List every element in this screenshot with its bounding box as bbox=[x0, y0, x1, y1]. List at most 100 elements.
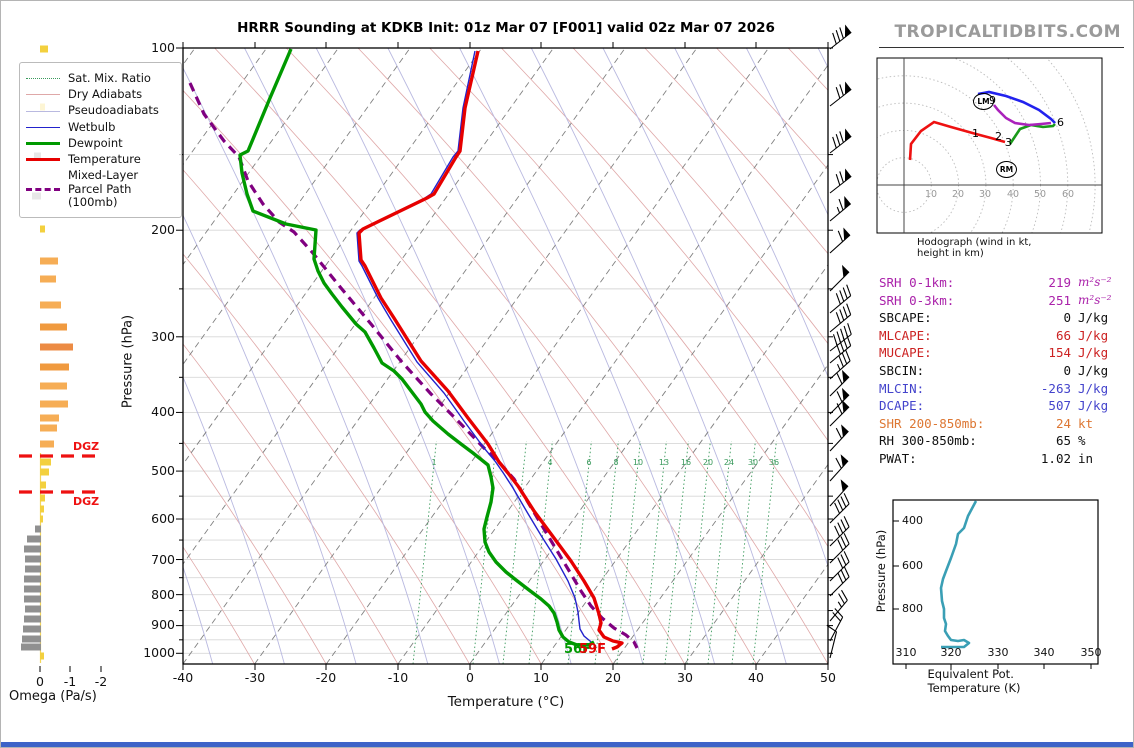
surface-dewpoint-label: 56F bbox=[564, 642, 591, 657]
dewpoint-curve bbox=[238, 48, 595, 647]
temp-tick--40: -40 bbox=[172, 670, 194, 685]
omega-tick--2: -2 bbox=[94, 674, 108, 689]
hodograph-trace-6-9km bbox=[992, 104, 1052, 127]
hodograph-ring-label-50: 50 bbox=[1033, 189, 1047, 200]
pressure-tick-300: 300 bbox=[151, 329, 175, 344]
legend-item-parcel-path: Mixed-Layer Parcel Path (100mb) bbox=[26, 169, 175, 209]
dgz-label-lower: DGZ bbox=[73, 495, 100, 508]
temp-tick-0: 0 bbox=[466, 670, 474, 685]
mixing-ratio-label-16: 16 bbox=[680, 458, 692, 467]
legend-item-sat-mix-ratio: Sat. Mix. Ratio bbox=[26, 71, 175, 85]
omega-tick-0: 0 bbox=[36, 674, 44, 689]
hodograph-height-1km: 1 bbox=[972, 127, 979, 140]
sat-mix-ratio-line-sample bbox=[26, 78, 60, 80]
hodograph-height-3km: 3 bbox=[1005, 136, 1012, 149]
brand-logo: TROPICALTIDBITS.COM bbox=[894, 22, 1121, 42]
thetae-ticks bbox=[893, 520, 1092, 669]
page-title: HRRR Sounding at KDKB Init: 01z Mar 07 [… bbox=[237, 20, 775, 36]
hodograph-frame bbox=[876, 57, 1103, 234]
temperature-line-sample bbox=[26, 158, 60, 162]
legend-item-dry-adiabats: Dry Adiabats bbox=[26, 87, 175, 101]
hodograph-caption: Hodograph (wind in kt, height in km) bbox=[917, 237, 1032, 259]
mixing-ratio-label-36: 36 bbox=[768, 458, 780, 467]
hodograph-height-6km: 6 bbox=[1057, 116, 1064, 129]
pressure-tick-100: 100 bbox=[151, 40, 175, 55]
bottom-accent-bar bbox=[1, 742, 1133, 747]
legend-item-dewpoint: Dewpoint bbox=[26, 136, 175, 150]
pressure-tick-700: 700 bbox=[151, 552, 175, 567]
index-row-srh-0-3km: SRH 0-3km: 251 m²s⁻² bbox=[879, 292, 1112, 308]
mixing-ratio-label-6: 6 bbox=[586, 458, 592, 467]
pressure-tick-800: 800 bbox=[151, 587, 175, 602]
hodograph-trace-9km-up bbox=[977, 90, 1056, 124]
mixing-ratio-label-20: 20 bbox=[702, 458, 714, 467]
left-mover-marker: LM bbox=[973, 93, 994, 110]
hodograph-ring-label-20: 20 bbox=[951, 189, 965, 200]
parcel-path-curve bbox=[188, 82, 639, 649]
mixing-ratio-label-8: 8 bbox=[613, 458, 619, 467]
pressure-tick-900: 900 bbox=[151, 617, 175, 632]
mixing-ratio-label-1: 1 bbox=[431, 458, 437, 467]
mixing-ratio-label-4: 4 bbox=[547, 458, 553, 467]
legend-item-pseudoadiabats: Pseudoadiabats bbox=[26, 104, 175, 117]
index-row-mucape: MUCAPE: 154 J/kg bbox=[879, 345, 1109, 361]
index-row-rh-300-850mb: RH 300-850mb: 65% bbox=[879, 433, 1086, 449]
legend-item-wetbulb: Wetbulb bbox=[26, 120, 175, 134]
thetae-xtick-340: 340 bbox=[1033, 646, 1055, 659]
index-row-srh-0-1km: SRH 0-1km: 219 m²s⁻² bbox=[879, 275, 1112, 290]
temp-tick-10: 10 bbox=[533, 670, 549, 685]
wind-barb-column bbox=[826, 24, 852, 659]
mixing-ratio-label-24: 24 bbox=[723, 458, 735, 467]
legend-item-temperature: Temperature bbox=[26, 152, 175, 166]
dry-adiabat-line-sample bbox=[26, 94, 60, 96]
thetae-frame bbox=[892, 499, 1099, 665]
hodograph-height-2km: 2 bbox=[995, 130, 1002, 143]
index-row-mlcin: MLCIN: -263 J/kg bbox=[879, 380, 1109, 396]
omega-axis-label: Omega (Pa/s) bbox=[9, 689, 97, 704]
hodograph-trace-0-1km bbox=[908, 120, 1006, 161]
pseudoadiabat-line-sample bbox=[26, 110, 60, 112]
temp-tick--30: -30 bbox=[244, 670, 266, 685]
thetae-curve bbox=[939, 500, 978, 649]
omega-tick--1: -1 bbox=[63, 674, 77, 689]
right-mover-marker: RM bbox=[996, 161, 1017, 178]
dgz-lines bbox=[19, 454, 103, 494]
temperature-curve bbox=[357, 50, 624, 651]
mixing-ratio-label-10: 10 bbox=[632, 458, 644, 467]
index-row-mlcape: MLCAPE: 66 J/kg bbox=[879, 327, 1109, 343]
index-row-shr-200-850mb: SHR 200-850mb: 24 kt bbox=[879, 415, 1094, 431]
pressure-tick-400: 400 bbox=[151, 404, 175, 419]
temp-tick--20: -20 bbox=[315, 670, 337, 685]
thetae-ytick-400: 400 bbox=[902, 514, 923, 527]
skewt-legend: Sat. Mix. Ratio Dry Adiabats Pseudoadiab… bbox=[19, 62, 182, 218]
temp-tick-30: 30 bbox=[677, 670, 693, 685]
thetae-xtick-330: 330 bbox=[987, 646, 1009, 659]
pressure-tick-1000: 1000 bbox=[143, 645, 175, 660]
temperature-axis-label: Temperature (°C) bbox=[447, 694, 565, 710]
thetae-axis-label: Equivalent Pot. Temperature (K) bbox=[927, 667, 1021, 695]
thetae-xtick-310: 310 bbox=[895, 646, 917, 659]
dewpoint-line-sample bbox=[26, 141, 60, 145]
thetae-ytick-600: 600 bbox=[902, 559, 923, 572]
temp-tick-50: 50 bbox=[820, 670, 836, 685]
pressure-tick-200: 200 bbox=[151, 222, 175, 237]
hodograph-ring-label-40: 40 bbox=[1006, 189, 1020, 200]
index-row-dcape: DCAPE: 507 J/kg bbox=[879, 398, 1109, 414]
temp-tick--10: -10 bbox=[387, 670, 409, 685]
pressure-tick-600: 600 bbox=[151, 511, 175, 526]
hodograph-ring-label-60: 60 bbox=[1061, 189, 1075, 200]
dgz-label-upper: DGZ bbox=[73, 440, 100, 453]
wetbulb-line-sample bbox=[26, 126, 60, 128]
hodograph-trace-3-6km bbox=[1008, 123, 1056, 145]
temp-tick-40: 40 bbox=[748, 670, 764, 685]
mixing-ratio-label-13: 13 bbox=[658, 458, 670, 467]
thetae-ytick-800: 800 bbox=[902, 602, 923, 615]
pressure-tick-500: 500 bbox=[151, 463, 175, 478]
parcel-path-line-sample bbox=[26, 187, 60, 191]
thetae-pressure-axis-label: Pressure (hPa) bbox=[874, 529, 888, 613]
hodograph-ring-label-30: 30 bbox=[978, 189, 992, 200]
temp-tick-20: 20 bbox=[605, 670, 621, 685]
hodograph-ring-label-10: 10 bbox=[924, 189, 938, 200]
